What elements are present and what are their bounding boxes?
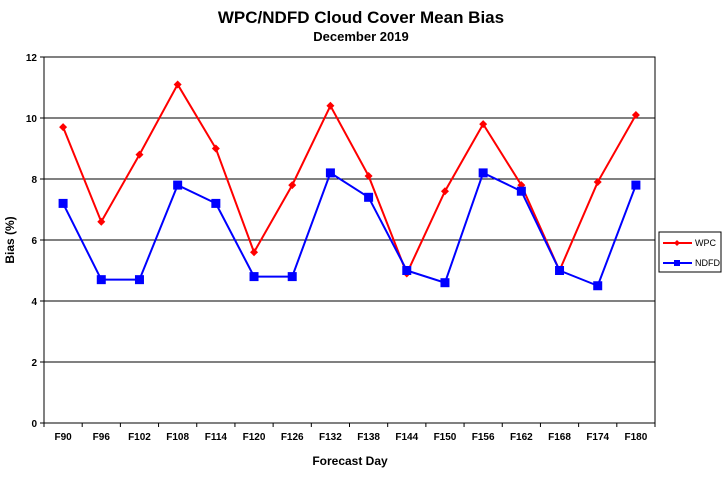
data-point-ndfd (478, 168, 488, 178)
x-tick-label: F144 (395, 432, 418, 443)
x-tick-label: F162 (510, 432, 533, 443)
x-axis-label: Forecast Day (312, 454, 388, 468)
y-tick-label: 8 (31, 175, 37, 186)
x-tick-label: F102 (128, 432, 151, 443)
data-point-wpc (479, 120, 488, 129)
x-tick-label: F120 (243, 432, 266, 443)
data-point-wpc (173, 80, 182, 89)
data-point-ndfd (631, 180, 641, 190)
data-point-ndfd (402, 266, 412, 275)
legend-marker-wpc (674, 240, 680, 246)
data-point-wpc (593, 178, 602, 187)
x-tick-label: F126 (281, 432, 304, 443)
data-point-ndfd (287, 272, 297, 282)
x-tick-label: F96 (93, 432, 111, 443)
y-tick-label: 4 (31, 297, 37, 308)
data-point-wpc (250, 248, 259, 257)
y-tick-label: 0 (31, 419, 37, 430)
data-point-wpc (364, 171, 373, 180)
chart-subtitle: December 2019 (313, 29, 408, 44)
legend-label-ndfd: NDFD (695, 258, 720, 268)
legend-box (658, 231, 722, 273)
y-tick-label: 10 (26, 114, 38, 125)
x-tick-label: F168 (548, 432, 571, 443)
data-point-ndfd (211, 198, 221, 208)
data-point-wpc (326, 101, 335, 110)
x-tick-label: F150 (434, 432, 457, 443)
data-point-wpc (631, 110, 640, 119)
y-axis-label: Bias (%) (3, 216, 17, 263)
legend-label-wpc: WPC (695, 238, 716, 248)
data-point-wpc (97, 217, 106, 226)
data-point-ndfd (440, 278, 450, 288)
data-point-wpc (135, 150, 144, 159)
series-line-wpc (62, 82, 637, 277)
x-tick-label: F174 (586, 432, 609, 443)
data-point-ndfd (134, 275, 144, 285)
x-axis-ticks: F90 F96 F102 F108 F114 F120 F126 F132 F138 F144 F1… (43, 423, 656, 443)
x-tick-label: F180 (625, 432, 648, 443)
x-tick-label: F108 (166, 432, 189, 443)
x-tick-label: F138 (357, 432, 380, 443)
legend-marker-ndfd (674, 260, 680, 266)
data-point-ndfd (555, 266, 565, 275)
y-tick-label: 12 (26, 53, 38, 64)
data-point-wpc (288, 181, 297, 190)
grid-lines (44, 117, 655, 363)
data-point-wpc (59, 123, 68, 132)
data-point-wpc (211, 144, 220, 153)
y-tick-label: 2 (31, 358, 37, 369)
legend-item-ndfd: NDFD (663, 258, 720, 268)
data-point-ndfd (96, 275, 106, 285)
data-point-ndfd (249, 272, 259, 282)
series-wpc (59, 80, 640, 278)
data-point-wpc (440, 187, 449, 196)
data-point-ndfd (516, 186, 526, 196)
x-tick-label: F132 (319, 432, 342, 443)
data-point-ndfd (173, 180, 183, 190)
data-point-ndfd (325, 168, 335, 178)
x-tick-label: F156 (472, 432, 495, 443)
series-layer (58, 80, 641, 291)
legend: WPC NDFD (658, 231, 722, 273)
x-tick-label: F90 (54, 432, 72, 443)
series-line-ndfd (62, 171, 637, 288)
chart-title: WPC/NDFD Cloud Cover Mean Bias (218, 8, 504, 27)
data-point-ndfd (58, 198, 68, 208)
data-point-ndfd (364, 192, 374, 202)
y-axis-ticks: 0 2 4 6 8 10 12 (26, 53, 44, 430)
series-ndfd (58, 168, 641, 291)
legend-item-wpc: WPC (663, 238, 716, 248)
y-tick-label: 6 (31, 236, 37, 247)
data-point-ndfd (593, 281, 603, 291)
x-tick-label: F114 (205, 432, 228, 443)
